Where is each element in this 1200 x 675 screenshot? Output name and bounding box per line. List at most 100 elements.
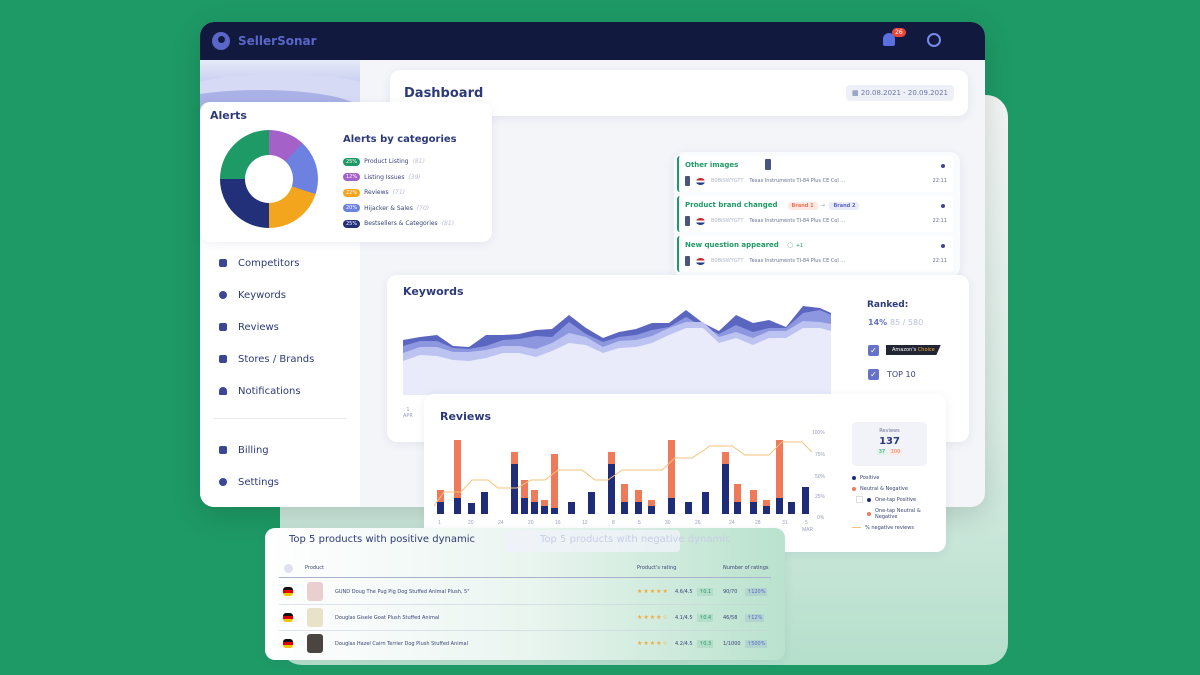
svg-text:25%: 25% — [815, 494, 826, 500]
column-product[interactable]: Product — [305, 565, 324, 571]
sidebar-item-competitors[interactable]: Competitors — [207, 250, 353, 276]
star-rating: ★★★★☆ — [637, 640, 669, 647]
svg-text:MAR: MAR — [802, 527, 814, 533]
message-icon — [219, 323, 227, 331]
reviews-summary: Reviews 137 37 100 — [852, 422, 927, 466]
legend-label: Positive — [860, 474, 880, 481]
legend-dot — [852, 475, 856, 480]
svg-text:12: 12 — [582, 520, 588, 526]
badge-text: Amazon's — [892, 347, 918, 353]
event-title: Product brand changed Brand 1 → Brand 2 — [685, 201, 860, 210]
product-name[interactable]: Douglas Gisele Goat Plush Stuffed Animal — [335, 615, 440, 621]
product-name[interactable]: Texas Instruments TI-84 Plus CE Col ... — [749, 178, 846, 184]
pct-badge: 12% — [343, 173, 361, 182]
product-name[interactable]: GUND Doug The Pug Pig Dog Stuffed Animal… — [335, 589, 470, 595]
donut-hole — [245, 155, 293, 203]
legend-item[interactable]: 22% Reviews (71) — [343, 185, 454, 201]
svg-text:16: 16 — [555, 520, 561, 526]
tab-negative-dynamic[interactable]: Top 5 products with negative dynamic — [505, 530, 731, 552]
amazons-choice-checkbox[interactable]: ✓ — [868, 345, 879, 356]
rating-value: 4.6/4.5 — [675, 589, 693, 595]
product-name[interactable]: Texas Instruments TI-84 Plus CE Col ... — [749, 258, 846, 264]
gear-icon — [219, 478, 227, 486]
star-rating: ★★★★★ — [637, 588, 669, 595]
amazons-choice-badge: Amazon's Choice — [886, 345, 941, 355]
legend-item[interactable]: 12% Listing Issues (39) — [343, 170, 454, 186]
user-group-icon — [219, 259, 227, 267]
legend-item[interactable]: 25% Bestsellers & Categories (81) — [343, 216, 454, 232]
legend-label: Listing Issues — [364, 173, 405, 181]
sidebar-item-label: Stores / Brands — [238, 353, 315, 365]
table-row[interactable]: Douglas Hazel Cairn Terrier Dog Plush St… — [279, 631, 771, 657]
svg-text:26: 26 — [695, 520, 701, 526]
table-row[interactable]: GUND Doug The Pug Pig Dog Stuffed Animal… — [279, 579, 771, 605]
column-num-ratings[interactable]: Number of ratings — [723, 565, 769, 571]
legend-label: Bestsellers & Categories — [364, 220, 438, 228]
product-name[interactable]: Douglas Hazel Cairn Terrier Dog Plush St… — [335, 641, 468, 647]
germany-flag-icon — [283, 587, 293, 596]
top10-checkbox[interactable]: ✓ — [868, 369, 879, 380]
top10-label: TOP 10 — [887, 370, 916, 379]
event-item[interactable]: New question appeared ◌ +1 B0BISWYGTT Tex… — [677, 236, 953, 272]
product-thumbnail — [765, 159, 771, 170]
reviews-card: Reviews — [424, 394, 946, 552]
legend-item[interactable]: 25% Product Listing (81) — [343, 154, 454, 170]
svg-text:24: 24 — [498, 520, 504, 526]
legend-item[interactable]: One-tap Positive — [852, 494, 925, 505]
event-title-text: New question appeared — [685, 241, 779, 249]
reviews-legend: Positive Neutral & Negative One-tap Posi… — [852, 472, 925, 533]
sidebar-item-reviews[interactable]: Reviews — [207, 314, 353, 340]
keywords-title: Keywords — [403, 285, 464, 298]
legend-item[interactable]: One-tap Neutral & Negative — [852, 505, 925, 522]
store-icon — [219, 355, 227, 363]
table-row[interactable]: Douglas Gisele Goat Plush Stuffed Animal… — [279, 605, 771, 631]
calendar-icon: ▦ — [852, 89, 861, 97]
x-tick-day: 1 — [406, 407, 410, 413]
product-thumbnail — [685, 256, 690, 266]
legend-item[interactable]: % negative reviews — [852, 522, 925, 533]
product-thumbnail — [307, 608, 323, 627]
date-range-picker[interactable]: ▦ 20.08.2021 - 20.09.2021 — [846, 85, 954, 101]
tab-positive-dynamic[interactable]: Top 5 products with positive dynamic — [289, 534, 475, 545]
sidebar-item-keywords[interactable]: Keywords — [207, 282, 353, 308]
sidebar-item-settings[interactable]: Settings — [207, 469, 353, 495]
legend-count: (81) — [412, 158, 425, 166]
summary-label: Reviews — [879, 428, 900, 434]
alerts-categories-title: Alerts by categories — [343, 134, 457, 145]
ranked-label: Ranked: — [867, 300, 909, 310]
legend-dot — [867, 497, 871, 502]
svg-text:0%: 0% — [817, 515, 825, 521]
table-header: Product Product's rating Number of ratin… — [279, 562, 771, 578]
one-tap-checkbox[interactable] — [856, 496, 863, 503]
badge-highlight: Choice — [917, 347, 935, 353]
page-title: Dashboard — [404, 85, 484, 101]
reviews-total: 137 — [879, 436, 900, 447]
column-rating[interactable]: Product's rating — [637, 565, 677, 571]
svg-text:75%: 75% — [815, 452, 826, 458]
product-name[interactable]: Texas Instruments TI-84 Plus CE Col ... — [749, 218, 846, 224]
card-icon — [219, 446, 227, 454]
globe-icon — [284, 564, 293, 573]
legend-dot — [867, 511, 871, 516]
legend-item[interactable]: Positive — [852, 472, 925, 483]
event-item[interactable]: Other images B0BISWYGTT Texas Instruments… — [677, 156, 953, 192]
event-item[interactable]: Product brand changed Brand 1 → Brand 2 B… — [677, 196, 953, 232]
logo-icon — [212, 32, 230, 50]
ranked-count: 85 / 580 — [889, 318, 924, 327]
sidebar-item-label: Settings — [238, 476, 280, 488]
keywords-area-chart[interactable] — [403, 303, 831, 395]
sidebar-item-notifications[interactable]: Notifications — [207, 378, 353, 404]
legend-label: % negative reviews — [865, 524, 914, 531]
legend-label: One-tap Positive — [875, 496, 917, 503]
legend-count: (39) — [408, 173, 421, 181]
legend-item[interactable]: 20% Hijacker & Sales (70) — [343, 201, 454, 217]
bell-icon[interactable] — [883, 33, 895, 46]
legend-item[interactable]: Neutral & Negative — [852, 483, 925, 494]
sidebar-item-stores-brands[interactable]: Stores / Brands — [207, 346, 353, 372]
ratings-delta-badge: ↑120% — [745, 588, 768, 596]
svg-text:28: 28 — [755, 520, 761, 526]
legend-count: (70) — [416, 204, 430, 212]
sidebar-item-billing[interactable]: Billing — [207, 437, 353, 463]
user-profile-icon[interactable] — [927, 33, 941, 47]
